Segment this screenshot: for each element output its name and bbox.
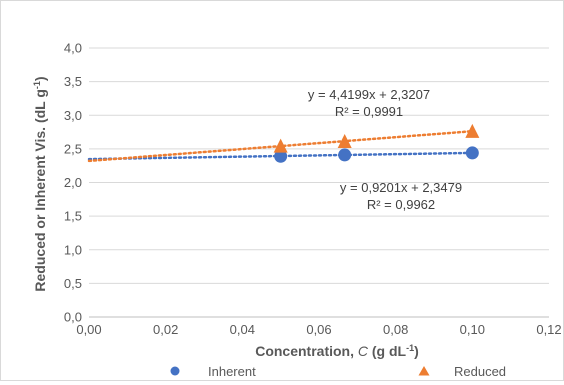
reduced-point	[465, 123, 480, 138]
legend-inherent-label: Inherent	[208, 364, 256, 379]
y-tick-label: 1,5	[64, 209, 82, 224]
y-axis-title: Reduced or Inherent Vis. (dL g-1)	[32, 76, 48, 291]
y-tick-label: 4,0	[64, 41, 82, 56]
legend-reduced-label: Reduced	[454, 364, 506, 379]
x-tick-label: 0,06	[306, 322, 331, 337]
x-tick-label: 0,08	[383, 322, 408, 337]
legend-reduced-marker	[418, 366, 430, 376]
inherent-r2: R² = 0,9962	[367, 197, 435, 212]
legend-inherent-marker	[170, 366, 180, 376]
y-tick-label: 2,0	[64, 175, 82, 190]
data-markers	[273, 123, 480, 163]
y-tick-label: 3,0	[64, 108, 82, 123]
inherent-point	[338, 148, 352, 162]
y-tick-label: 0,0	[64, 310, 82, 325]
y-tick-label: 1,0	[64, 242, 82, 257]
x-tick-label: 0,12	[536, 322, 561, 337]
x-tick-label: 0,04	[230, 322, 255, 337]
x-tick-label: 0,00	[76, 322, 101, 337]
x-tick-label: 0,02	[153, 322, 178, 337]
x-tick-label: 0,10	[460, 322, 485, 337]
reduced-point	[337, 133, 352, 148]
inherent-point	[465, 146, 479, 160]
reduced-equation: y = 4,4199x + 2,3207	[308, 87, 430, 102]
y-tick-labels: 0,0 0,5 1,0 1,5 2,0 2,5 3,0 3,5 4,0	[64, 41, 82, 325]
x-axis-title: Concentration, C (g dL-1)	[255, 343, 419, 359]
legend: Inherent Reduced	[170, 364, 506, 379]
x-tick-labels: 0,00 0,02 0,04 0,06 0,08 0,10 0,12	[76, 322, 561, 337]
y-tick-label: 0,5	[64, 276, 82, 291]
inherent-equation: y = 0,9201x + 2,3479	[340, 180, 462, 195]
y-tick-label: 2,5	[64, 141, 82, 156]
y-tick-label: 3,5	[64, 74, 82, 89]
inherent-point	[274, 149, 288, 163]
reduced-point	[273, 138, 288, 153]
reduced-r2: R² = 0,9991	[335, 104, 403, 119]
gridlines	[89, 47, 549, 318]
